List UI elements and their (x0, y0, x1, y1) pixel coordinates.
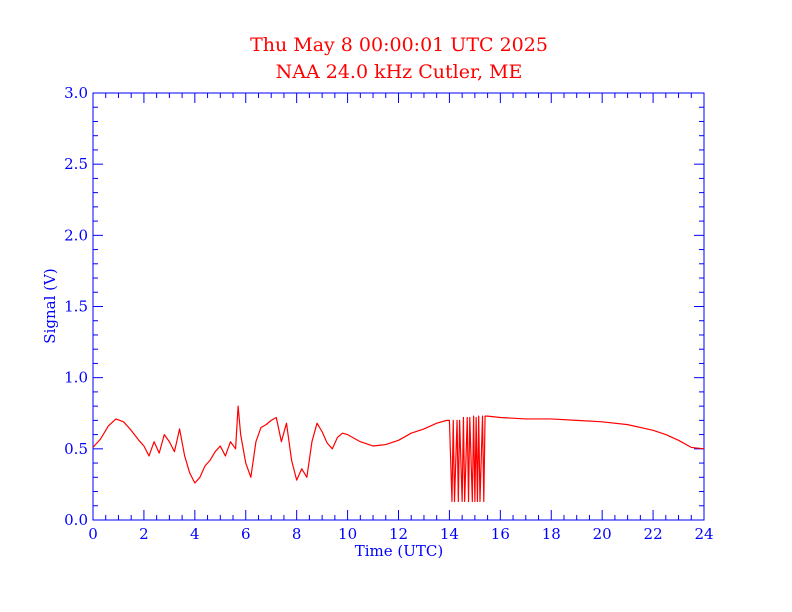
chart-title: Thu May 8 00:00:01 UTC 2025 (250, 34, 548, 56)
x-tick-label: 4 (190, 525, 200, 543)
y-tick-label: 3.0 (64, 84, 88, 102)
x-tick-label: 0 (88, 525, 98, 543)
x-axis-ticks (92, 93, 705, 520)
chart-subtitle: NAA 24.0 kHz Cutler, ME (276, 61, 523, 83)
x-tick-label: 12 (389, 525, 408, 543)
series-line (92, 405, 705, 503)
y-tick-label: 2.5 (64, 155, 88, 173)
x-tick-label: 8 (292, 525, 302, 543)
x-tick-label: 18 (542, 525, 561, 543)
y-axis-label: Signal (V) (41, 268, 59, 343)
y-tick-label: 0.0 (64, 511, 88, 529)
x-tick-label: 14 (440, 525, 459, 543)
y-tick-label: 1.0 (64, 369, 88, 387)
x-tick-label: 22 (644, 525, 663, 543)
x-tick-label: 16 (491, 525, 510, 543)
x-tick-label: 6 (241, 525, 251, 543)
series-layer (92, 405, 705, 503)
x-tick-label: 10 (338, 525, 357, 543)
x-tick-label: 24 (694, 525, 713, 543)
y-axis-tick-labels: 0.0 0.5 1.0 1.5 2.0 2.5 3.0 (64, 84, 88, 529)
x-tick-label: 2 (139, 525, 149, 543)
x-tick-label: 20 (593, 525, 612, 543)
y-tick-label: 1.5 (64, 298, 88, 316)
y-tick-label: 0.5 (64, 440, 88, 458)
y-axis-ticks (93, 92, 704, 521)
x-axis-tick-labels: 0 2 4 6 8 10 12 14 16 18 20 22 24 (88, 525, 713, 543)
x-axis-label: Time (UTC) (355, 542, 444, 560)
y-tick-label: 2.0 (64, 226, 88, 244)
